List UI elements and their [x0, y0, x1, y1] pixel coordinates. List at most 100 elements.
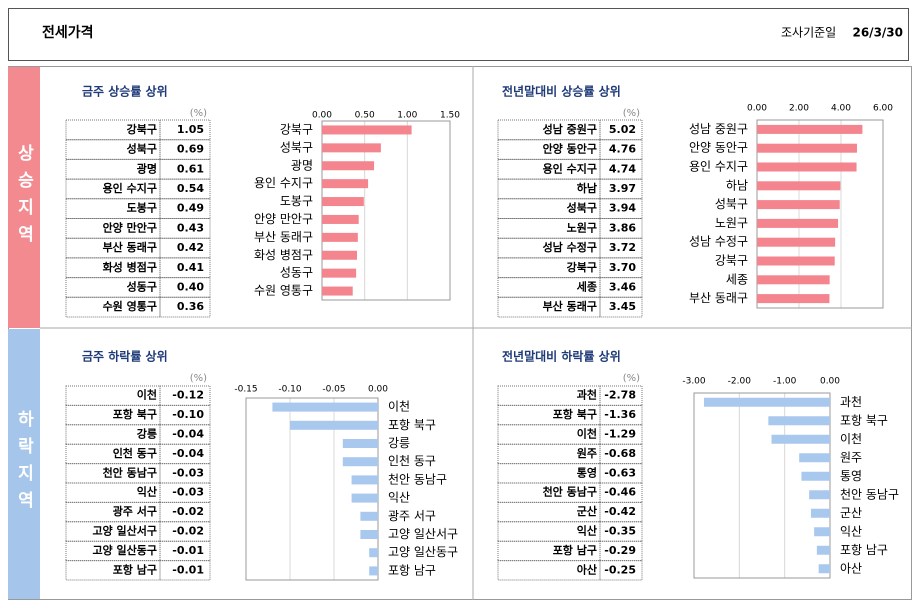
bar: [757, 256, 835, 266]
bar: [322, 125, 412, 135]
table-name: 수원 영통구: [103, 299, 157, 313]
y-tick-label: 성남 수정구: [689, 235, 748, 249]
section-label: 하락지역: [8, 329, 40, 599]
bar: [290, 420, 378, 430]
table-value: 0.69: [177, 143, 204, 156]
table-name: 화성 병점구: [103, 260, 157, 274]
x-tick-label: -0.15: [234, 385, 257, 395]
y-tick-label: 화성 병점구: [254, 248, 313, 262]
table-value: 3.97: [609, 182, 636, 195]
bar: [816, 545, 830, 555]
table-name: 도봉구: [127, 202, 157, 215]
table-value: -0.03: [172, 466, 204, 479]
table-name: 세종: [577, 279, 597, 293]
table-value: -1.29: [604, 428, 636, 441]
table-name: 노원구: [567, 220, 597, 234]
table-name: 포항 북구: [113, 407, 157, 421]
bar: [757, 143, 857, 153]
bar: [322, 143, 381, 153]
table-value: 0.40: [177, 280, 204, 293]
table-name: 원주: [577, 446, 597, 460]
y-tick-label: 안양 만안구: [254, 212, 313, 226]
table-value: 0.36: [177, 300, 204, 313]
unit: (%): [623, 373, 640, 384]
table-cell: [599, 296, 643, 318]
x-tick-label: 1.50: [440, 111, 460, 121]
bar: [703, 397, 830, 407]
y-tick-label: 용인 수지구: [254, 176, 313, 190]
y-tick-label: 강북구: [715, 254, 748, 268]
table-value: 0.42: [177, 241, 204, 254]
bar: [818, 564, 830, 574]
bar: [342, 439, 378, 448]
plot-frame: [693, 392, 831, 579]
table-cell: [159, 560, 211, 581]
bar: [757, 218, 839, 228]
y-tick-label: 강릉: [388, 436, 410, 450]
table-value: -2.78: [604, 389, 636, 402]
table-name: 안양 동안구: [543, 142, 597, 156]
y-tick-label: 안양 동안구: [689, 141, 748, 155]
x-tick-label: 1.00: [397, 111, 417, 121]
table-value: 3.46: [609, 280, 636, 293]
table-value: 0.43: [177, 221, 204, 234]
table-value: -0.29: [604, 544, 636, 557]
table-cell: [599, 560, 643, 581]
bar: [757, 162, 857, 172]
date-label: 조사기준일: [781, 26, 836, 40]
table-value: -1.36: [604, 408, 636, 421]
bar: [801, 471, 830, 481]
y-tick-label: 광주 서구: [388, 509, 436, 523]
table-name: 광명: [137, 161, 157, 175]
table-name: 이천: [577, 427, 597, 441]
x-tick-label: 0.00: [368, 385, 388, 395]
plot-frame: [245, 397, 379, 581]
y-tick-label: 통영: [840, 469, 862, 483]
table-name: 통영: [577, 466, 597, 479]
bar: [272, 402, 378, 412]
table-cell: [65, 560, 161, 581]
x-tick-label: -0.05: [322, 385, 345, 395]
y-tick-label: 부산 동래구: [689, 291, 748, 305]
table-value: -0.02: [172, 525, 204, 538]
table-value: -0.01: [172, 563, 204, 576]
y-tick-label: 포항 남구: [388, 563, 436, 577]
y-tick-label: 인천 동구: [388, 453, 436, 468]
table-value: -0.01: [172, 544, 204, 557]
bar: [360, 511, 378, 521]
bar: [351, 475, 378, 485]
bar: [351, 493, 378, 503]
unit: (%): [623, 108, 640, 119]
bar: [322, 268, 357, 278]
table-name: 부산 동래구: [103, 240, 157, 254]
table-value: 0.41: [177, 261, 204, 274]
bar: [322, 179, 369, 189]
y-tick-label: 포항 북구: [840, 413, 888, 427]
table-value: 4.74: [609, 162, 636, 175]
table-value: -0.46: [604, 486, 636, 499]
section-text: 하락지역: [13, 410, 34, 518]
table-value: 3.70: [609, 261, 636, 274]
table-name: 성동구: [127, 279, 157, 293]
table-name: 하남: [577, 181, 597, 195]
table-name: 안양 만안구: [103, 220, 157, 234]
table-value: -0.03: [172, 486, 204, 499]
y-tick-label: 성동구: [280, 266, 313, 280]
table-cell: [159, 296, 211, 318]
y-tick-label: 세종: [726, 272, 748, 286]
bar: [757, 275, 830, 285]
bar: [768, 416, 830, 426]
y-tick-label: 성북구: [715, 197, 748, 211]
unit: (%): [190, 108, 207, 119]
x-tick-label: 6.00: [873, 104, 893, 114]
y-tick-label: 하남: [726, 178, 748, 192]
table-cell: [497, 296, 601, 318]
table-value: 1.05: [177, 123, 204, 136]
table-value: 0.54: [177, 182, 204, 195]
table-name: 이천: [137, 388, 157, 402]
table-name: 성남 수정구: [543, 240, 597, 254]
bar: [369, 548, 378, 558]
bar: [757, 294, 830, 304]
bar: [809, 490, 830, 500]
table-name: 부산 동래구: [543, 299, 597, 313]
